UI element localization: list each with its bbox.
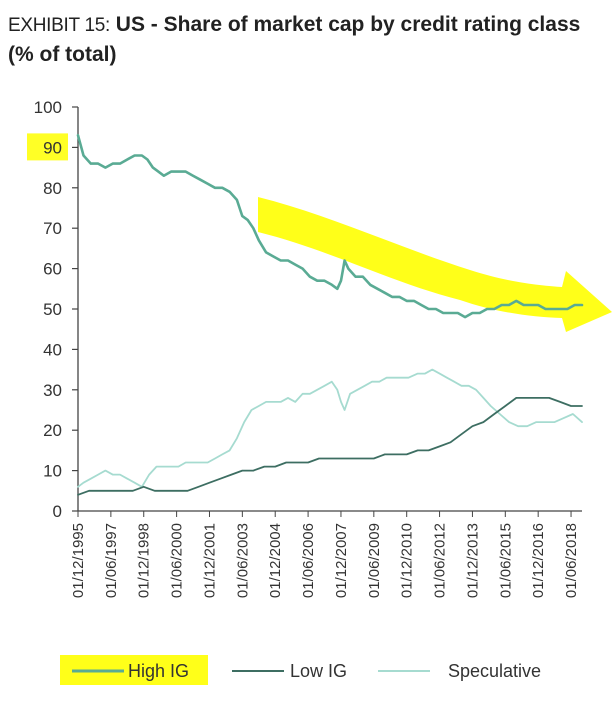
series-line-high-ig bbox=[76, 134, 584, 319]
series-lines bbox=[76, 134, 584, 496]
x-tick-label: 01/12/2010 bbox=[399, 523, 416, 598]
x-tick-label: 01/12/1998 bbox=[136, 523, 153, 598]
chart-title: EXHIBIT 15: US - Share of market cap by … bbox=[8, 10, 608, 69]
y-tick-label: 10 bbox=[43, 462, 62, 481]
x-tick-label: 01/06/2015 bbox=[497, 523, 514, 598]
y-tick-label: 0 bbox=[53, 502, 62, 521]
y-tick-label: 40 bbox=[43, 340, 62, 359]
x-tick-label: 01/06/1997 bbox=[103, 523, 120, 598]
series-line-speculative bbox=[77, 368, 583, 488]
highlight-layer bbox=[27, 133, 612, 332]
x-tick-label: 01/06/2006 bbox=[300, 523, 317, 598]
legend-label-high-ig: High IG bbox=[128, 661, 189, 681]
x-tick-label: 01/06/2018 bbox=[563, 523, 580, 598]
y-tick-label: 70 bbox=[43, 219, 62, 238]
x-tick-label: 01/12/2001 bbox=[201, 523, 218, 598]
ytick-highlight-mark bbox=[27, 133, 68, 161]
legend-label-low-ig: Low IG bbox=[290, 661, 347, 681]
x-tick-label: 01/12/2007 bbox=[333, 523, 350, 598]
x-tick-label: 01/06/2003 bbox=[234, 523, 251, 598]
y-tick-label: 60 bbox=[43, 260, 62, 279]
legend-label-speculative: Speculative bbox=[448, 661, 541, 681]
axes: 0 10 20 30 40 50 60 70 80 90 100 01/12/1995 01/06/19… bbox=[34, 98, 582, 598]
x-tick-label: 01/06/2000 bbox=[169, 523, 186, 598]
highlight-arrow-mark bbox=[258, 197, 612, 332]
series-line-low-ig bbox=[77, 397, 583, 496]
chart-title-text: US - Share of market cap by credit ratin… bbox=[8, 13, 581, 66]
x-tick-label: 01/06/2009 bbox=[366, 523, 383, 598]
exhibit-label: EXHIBIT 15: bbox=[8, 15, 110, 36]
x-tick-label: 01/06/2012 bbox=[432, 523, 449, 598]
y-tick-label: 50 bbox=[43, 300, 62, 319]
y-tick-label: 30 bbox=[43, 381, 62, 400]
x-tick-label: 01/12/2013 bbox=[464, 523, 481, 598]
x-tick-label: 01/12/2016 bbox=[530, 523, 547, 598]
chart-legend: High IG Low IG Speculative bbox=[60, 655, 541, 685]
x-tick-label: 01/12/1995 bbox=[70, 523, 87, 598]
x-tick-label: 01/12/2004 bbox=[267, 523, 284, 598]
y-tick-label: 80 bbox=[43, 179, 62, 198]
y-tick-label: 20 bbox=[43, 421, 62, 440]
y-tick-label: 90 bbox=[43, 138, 62, 157]
y-tick-label: 100 bbox=[34, 98, 62, 117]
